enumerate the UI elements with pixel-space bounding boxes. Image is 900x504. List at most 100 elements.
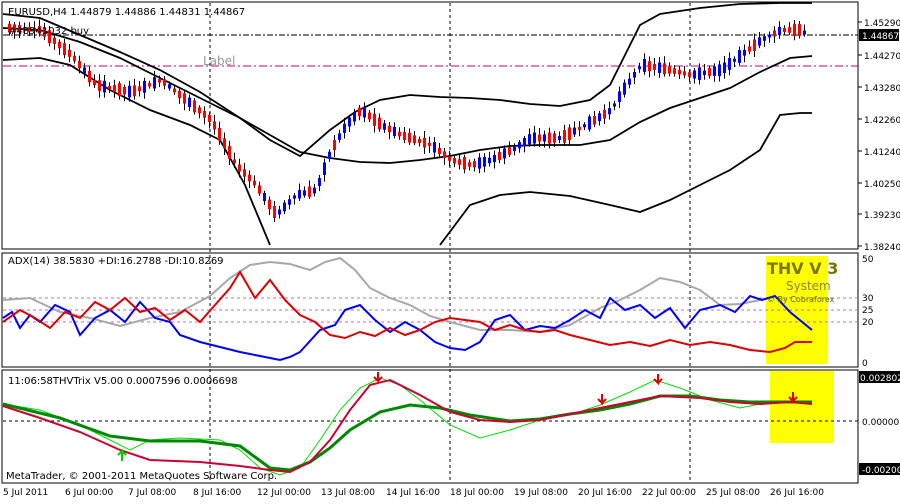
bull-candle bbox=[608, 108, 611, 115]
bear-candle bbox=[538, 134, 541, 142]
bear-candle bbox=[373, 113, 376, 126]
bear-candle bbox=[473, 161, 476, 168]
bear-candle bbox=[428, 142, 431, 146]
bear-candle bbox=[28, 27, 31, 32]
bear-candle bbox=[498, 152, 501, 160]
bull-candle bbox=[493, 154, 496, 163]
main-price-panel[interactable] bbox=[1, 1, 859, 250]
thv-trix-highlight bbox=[770, 371, 834, 443]
bear-candle bbox=[678, 69, 681, 75]
bull-candle bbox=[613, 103, 616, 107]
price-tick: 1.40250 bbox=[864, 180, 900, 190]
bear-candle bbox=[578, 126, 581, 130]
time-label: 6 Jul 00:00 bbox=[65, 488, 114, 498]
bull-candle bbox=[393, 126, 396, 137]
bull-candle bbox=[543, 134, 546, 142]
bull-candle bbox=[738, 50, 741, 63]
bear-candle bbox=[663, 63, 666, 75]
bear-candle bbox=[553, 133, 556, 143]
bear-candle bbox=[193, 100, 196, 113]
bull-candle bbox=[768, 34, 771, 38]
bear-candle bbox=[178, 90, 181, 98]
trix-signal-arrows bbox=[117, 372, 798, 461]
current-price-tag bbox=[859, 29, 899, 41]
bull-candle bbox=[698, 67, 701, 80]
bear-candle bbox=[48, 30, 51, 44]
bear-candle bbox=[273, 205, 276, 219]
bull-candle bbox=[523, 137, 526, 147]
bear-candle bbox=[748, 46, 751, 52]
hline-label: Label bbox=[203, 54, 235, 68]
bollinger-lower-band bbox=[2, 57, 812, 246]
time-label: 5 Jul 2011 bbox=[3, 488, 48, 498]
bear-candle bbox=[133, 85, 136, 97]
bear-candle bbox=[233, 159, 236, 164]
trix-axis: 0.002802 0.00000 -0.00200 bbox=[859, 371, 900, 476]
bear-candle bbox=[78, 61, 81, 69]
bear-candle bbox=[258, 185, 261, 194]
trix-indicator-panel[interactable] bbox=[1, 369, 859, 484]
price-tick: 1.43280 bbox=[864, 84, 900, 94]
adx-axis: 50 30 25 20 0 bbox=[862, 255, 874, 369]
bull-candle bbox=[143, 80, 146, 93]
plus-di-line bbox=[2, 294, 813, 362]
bear-candle bbox=[563, 130, 566, 143]
bear-candle bbox=[593, 115, 596, 125]
bear-candle bbox=[708, 68, 711, 76]
bear-candle bbox=[418, 139, 421, 143]
bear-candle bbox=[668, 66, 671, 74]
bear-candle bbox=[568, 127, 571, 140]
bear-candle bbox=[783, 27, 786, 33]
bull-candle bbox=[528, 134, 531, 145]
bull-candle bbox=[478, 157, 481, 169]
bear-candle bbox=[548, 132, 551, 144]
bear-candle bbox=[88, 70, 91, 83]
bull-candle bbox=[718, 64, 721, 77]
bear-candle bbox=[173, 88, 176, 93]
bear-candle bbox=[68, 49, 71, 57]
bull-candle bbox=[743, 49, 746, 56]
bear-candle bbox=[93, 79, 96, 86]
bull-candle bbox=[433, 141, 436, 153]
bear-candle bbox=[673, 68, 676, 74]
bear-candle bbox=[508, 147, 511, 155]
bull-candle bbox=[353, 112, 356, 122]
minus-di-line bbox=[2, 270, 812, 354]
bull-candle bbox=[723, 62, 726, 74]
bear-candle bbox=[33, 27, 36, 32]
candlesticks[interactable] bbox=[8, 19, 806, 223]
bear-candle bbox=[228, 145, 231, 159]
bear-candle bbox=[448, 156, 451, 161]
bear-candle bbox=[183, 93, 186, 104]
bull-candle bbox=[513, 145, 516, 152]
bull-candle bbox=[488, 157, 491, 164]
bull-candle bbox=[633, 71, 636, 78]
bear-candle bbox=[458, 159, 461, 165]
bull-candle bbox=[573, 127, 576, 135]
bear-candle bbox=[23, 27, 26, 31]
bull-candle bbox=[583, 124, 586, 128]
bull-candle bbox=[703, 70, 706, 76]
bear-candle bbox=[253, 180, 256, 186]
bull-candle bbox=[643, 59, 646, 72]
bear-candle bbox=[148, 83, 151, 87]
bull-candle bbox=[623, 82, 626, 95]
banner-credit: © By Cobraforex bbox=[767, 295, 835, 304]
bull-candle bbox=[343, 123, 346, 133]
time-label: 8 Jul 16:00 bbox=[193, 488, 242, 498]
bear-candle bbox=[403, 131, 406, 141]
bull-candle bbox=[288, 199, 291, 205]
bear-candle bbox=[443, 151, 446, 159]
order-label: #48941032 buy bbox=[8, 26, 89, 37]
sell-arrow-icon bbox=[788, 392, 798, 404]
bear-candle bbox=[603, 109, 606, 119]
bear-candle bbox=[73, 55, 76, 62]
bear-candle bbox=[683, 71, 686, 76]
adx-tick: 30 bbox=[862, 294, 874, 304]
banner-sub: System bbox=[786, 279, 831, 293]
adx-levels bbox=[3, 297, 858, 323]
bull-candle bbox=[188, 97, 191, 108]
bull-candle bbox=[313, 187, 316, 194]
bull-candle bbox=[733, 58, 736, 62]
bear-candle bbox=[358, 107, 361, 117]
